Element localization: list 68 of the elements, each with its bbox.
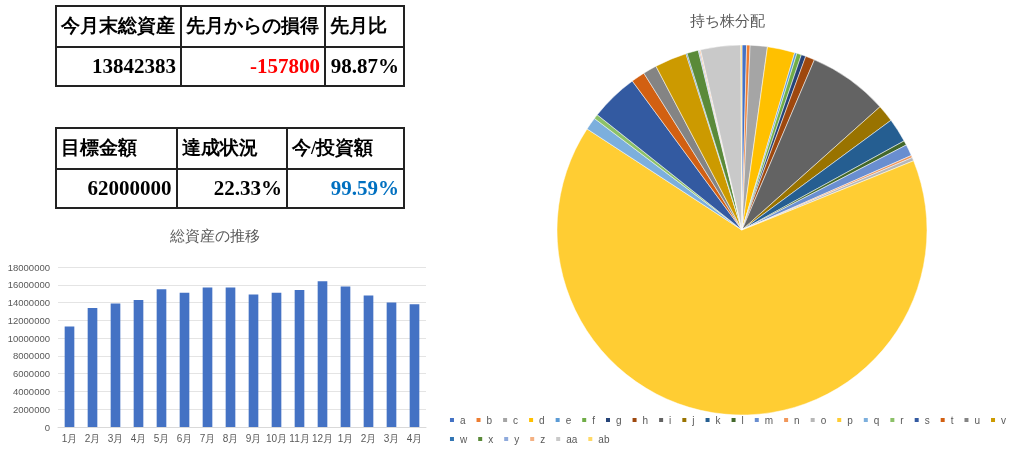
text: 達成状況: [176, 128, 287, 169]
legend-label: a: [459, 414, 466, 426]
x-tick-label: 2月: [360, 432, 377, 444]
x-tick-label: 9月: [245, 432, 262, 444]
legend-label: t: [950, 414, 954, 426]
x-tick-label: 11月: [289, 432, 310, 444]
legend-label: w: [458, 433, 468, 445]
legend-label: v: [1001, 414, 1007, 426]
x-tick-label: 3月: [383, 432, 400, 444]
chart-title: 総資産の推移: [169, 227, 260, 244]
text: 62000000: [56, 168, 177, 208]
legend-label: z: [540, 433, 546, 445]
x-tick-label: 6月: [176, 432, 193, 444]
legend-label: n: [794, 414, 800, 426]
x-tick-label: 1月: [337, 432, 354, 444]
chart-title: 持ち株分配: [689, 12, 765, 29]
x-tick-label: 1月: [61, 432, 78, 444]
legend-label: e: [565, 414, 572, 426]
y-tick-label: 6000000: [13, 368, 50, 380]
legend-label: u: [974, 414, 981, 426]
legend-label: j: [691, 414, 695, 426]
x-tick-label: 4月: [406, 432, 423, 444]
x-tick-label: 4月: [130, 432, 147, 444]
legend-label: g: [616, 414, 622, 426]
y-tick-label: 12000000: [7, 314, 50, 326]
text: 先月からの損得: [180, 6, 326, 47]
legend-label: ab: [598, 433, 610, 445]
x-tick-label: 12月: [311, 432, 334, 444]
text: 22.33%: [176, 168, 287, 208]
legend-label: q: [873, 414, 880, 426]
legend-label: f: [592, 414, 596, 426]
text: 目標金額: [56, 128, 177, 169]
y-tick-label: 2000000: [13, 403, 50, 415]
text: 今月末総資産: [56, 6, 181, 47]
legend-label: k: [715, 414, 722, 426]
y-tick-label: 10000000: [7, 332, 50, 344]
x-tick-label: 8月: [222, 432, 239, 444]
y-tick-label: 8000000: [13, 350, 50, 362]
legend-label: h: [642, 414, 649, 426]
x-tick-label: 5月: [153, 432, 170, 444]
legend-label: i: [669, 414, 672, 426]
x-tick-label: 10月: [265, 432, 288, 444]
legend-label: s: [924, 414, 930, 426]
legend-label: l: [741, 414, 744, 426]
legend-label: m: [764, 414, 774, 426]
legend-label: o: [820, 414, 827, 426]
y-tick-label: 14000000: [7, 297, 50, 309]
legend-label: aa: [566, 433, 578, 445]
legend-label: p: [847, 414, 854, 426]
x-tick-label: 7月: [199, 432, 216, 444]
text: 99.59%: [286, 168, 404, 208]
text: 今/投資額: [286, 128, 404, 169]
legend-label: r: [900, 414, 905, 426]
y-tick-label: 18000000: [7, 261, 50, 273]
text: -157800: [180, 46, 326, 86]
x-tick-label: 2月: [84, 432, 101, 444]
legend-label: y: [514, 433, 520, 445]
legend-label: d: [539, 414, 545, 426]
legend-label: b: [486, 414, 493, 426]
y-tick-label: 4000000: [13, 385, 50, 397]
legend-label: x: [488, 433, 494, 445]
y-tick-label: 0: [44, 421, 50, 433]
legend-label: c: [513, 414, 519, 426]
text: 先月比: [325, 6, 404, 47]
text: 13842383: [56, 46, 181, 86]
text: 98.87%: [325, 46, 404, 86]
x-tick-label: 3月: [107, 432, 124, 444]
y-tick-label: 16000000: [7, 279, 50, 291]
